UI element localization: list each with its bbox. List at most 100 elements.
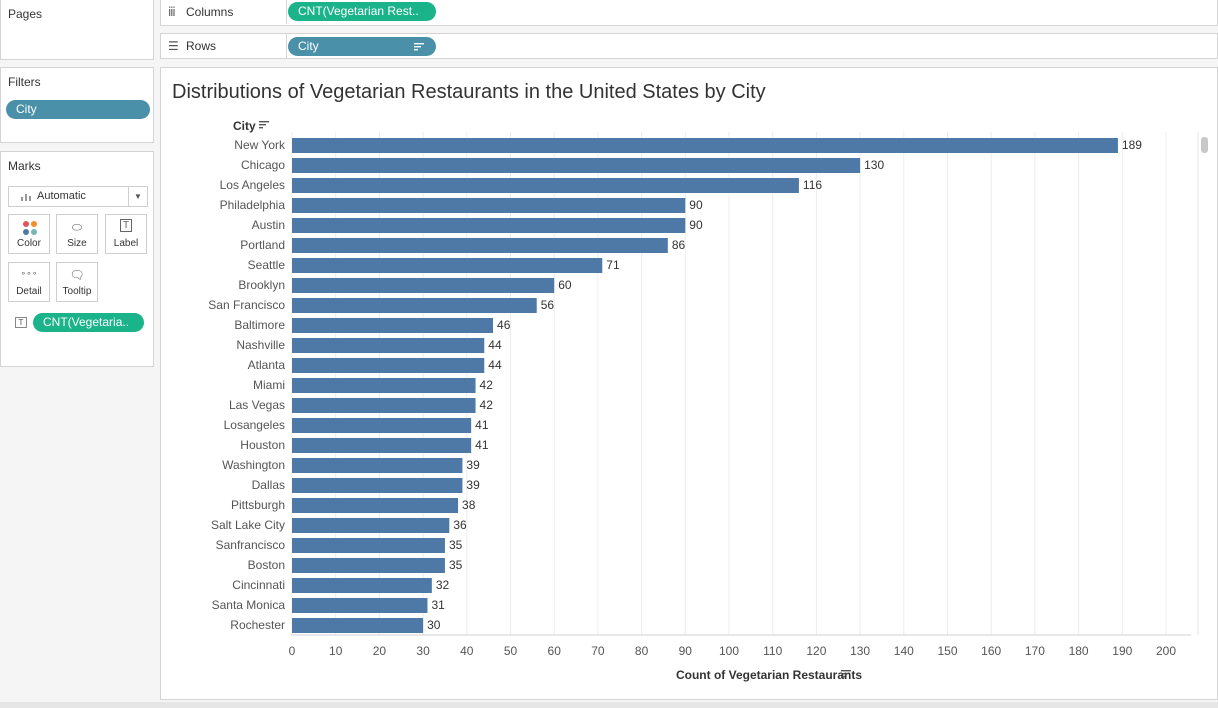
category-label: Rochester: [230, 618, 285, 632]
columns-shelf: ⅲ Columns CNT(Vegetarian Rest..: [160, 0, 1218, 26]
bar[interactable]: [292, 418, 472, 433]
rows-pill[interactable]: City: [288, 37, 436, 56]
columns-label: Columns: [186, 5, 234, 19]
data-label: 46: [497, 318, 511, 332]
x-tick-label: 170: [1025, 644, 1045, 658]
chevron-down-icon[interactable]: ▼: [128, 187, 147, 206]
tooltip-button[interactable]: 🗨 Tooltip: [56, 262, 98, 302]
bar[interactable]: [292, 578, 432, 593]
rows-icon: ☰: [168, 39, 179, 53]
mark-type-dropdown[interactable]: Automatic ▼: [8, 186, 148, 207]
category-label: Cincinnati: [232, 578, 285, 592]
category-label: Nashville: [236, 338, 285, 352]
bar[interactable]: [292, 338, 485, 353]
category-label: Baltimore: [234, 318, 285, 332]
pages-card: Pages: [0, 0, 154, 60]
text-label-icon: T: [15, 317, 27, 328]
data-label: 38: [462, 498, 476, 512]
color-button[interactable]: Color: [8, 214, 50, 254]
x-tick-label: 180: [1069, 644, 1089, 658]
x-tick-label: 150: [937, 644, 957, 658]
data-label: 42: [480, 398, 494, 412]
bar[interactable]: [292, 258, 603, 273]
tooltip-label: Tooltip: [62, 286, 92, 297]
sort-icon: [259, 121, 269, 129]
scrollbar-thumb[interactable]: [1201, 137, 1208, 153]
mark-pill-count[interactable]: CNT(Vegetaria..: [33, 313, 144, 332]
x-tick-label: 0: [289, 644, 296, 658]
rows-pill-label: City: [298, 39, 319, 53]
color-icon: [23, 221, 37, 235]
data-label: 41: [475, 418, 489, 432]
filters-card: Filters City: [0, 67, 154, 143]
bar[interactable]: [292, 538, 445, 553]
bars: New York 189 Chicago 130 Los Angeles 116 Phila…: [208, 138, 1142, 633]
category-label: Washington: [222, 458, 285, 472]
x-tick-label: 110: [763, 644, 782, 658]
data-label: 39: [466, 458, 480, 472]
bar-chart-icon: [21, 194, 31, 201]
x-tick-label: 10: [329, 644, 343, 658]
bar[interactable]: [292, 478, 463, 493]
sort-icon: [841, 670, 851, 678]
columns-pill[interactable]: CNT(Vegetarian Rest..: [288, 2, 436, 21]
bar[interactable]: [292, 498, 459, 513]
size-icon: ⬭: [71, 220, 83, 234]
bar[interactable]: [292, 558, 445, 573]
category-label: Philadelphia: [220, 198, 286, 212]
bar[interactable]: [292, 298, 537, 313]
bar[interactable]: [292, 178, 799, 193]
bar[interactable]: [292, 598, 428, 613]
label-button[interactable]: T Label: [105, 214, 147, 254]
marks-title: Marks: [8, 159, 41, 173]
data-label: 32: [436, 578, 450, 592]
x-tick-label: 90: [679, 644, 693, 658]
data-label: 130: [864, 158, 884, 172]
bar[interactable]: [292, 238, 668, 253]
category-label: Losangeles: [224, 418, 285, 432]
category-label: Seattle: [248, 258, 286, 272]
bar[interactable]: [292, 458, 463, 473]
marks-card: Marks Automatic ▼ Color ⬭ Size T Label ∘…: [0, 151, 154, 367]
x-axis-label: Count of Vegetarian Restaurants: [676, 668, 862, 682]
x-tick-label: 130: [850, 644, 870, 658]
shelf-divider: [286, 34, 287, 58]
data-label: 60: [558, 278, 572, 292]
bar[interactable]: [292, 198, 686, 213]
x-axis: 0 10 20 30 40 50 60 70 80 90 100 110 120 130 140 150 160…: [289, 634, 1191, 658]
category-label: Chicago: [241, 158, 285, 172]
data-label: 42: [480, 378, 494, 392]
chart-title: Distributions of Vegetarian Restaurants …: [172, 81, 766, 103]
category-label: Dallas: [252, 478, 285, 492]
bar[interactable]: [292, 618, 424, 633]
category-label: Boston: [248, 558, 285, 572]
bar[interactable]: [292, 318, 494, 333]
bar[interactable]: [292, 438, 472, 453]
rows-shelf: ☰ Rows City: [160, 33, 1218, 59]
detail-icon: ∘∘∘: [20, 268, 38, 278]
bar[interactable]: [292, 158, 861, 173]
category-label: Las Vegas: [229, 398, 285, 412]
data-label: 35: [449, 558, 463, 572]
row-header: City: [233, 119, 256, 133]
columns-icon: ⅲ: [168, 5, 176, 19]
bar[interactable]: [292, 218, 686, 233]
x-tick-label: 190: [1112, 644, 1132, 658]
filter-pill-city[interactable]: City: [6, 100, 150, 119]
left-panel: Pages Filters City Marks Automatic ▼ Col…: [0, 0, 155, 708]
data-label: 44: [488, 358, 502, 372]
bar[interactable]: [292, 138, 1118, 153]
bar[interactable]: [292, 278, 555, 293]
bar[interactable]: [292, 398, 476, 413]
size-button[interactable]: ⬭ Size: [56, 214, 98, 254]
bar[interactable]: [292, 518, 450, 533]
x-tick-label: 60: [548, 644, 562, 658]
bar[interactable]: [292, 358, 485, 373]
data-label: 39: [466, 478, 480, 492]
x-tick-label: 100: [719, 644, 739, 658]
bar[interactable]: [292, 378, 476, 393]
x-tick-label: 200: [1156, 644, 1176, 658]
category-label: Portland: [240, 238, 285, 252]
detail-button[interactable]: ∘∘∘ Detail: [8, 262, 50, 302]
category-label: San Francisco: [208, 298, 285, 312]
